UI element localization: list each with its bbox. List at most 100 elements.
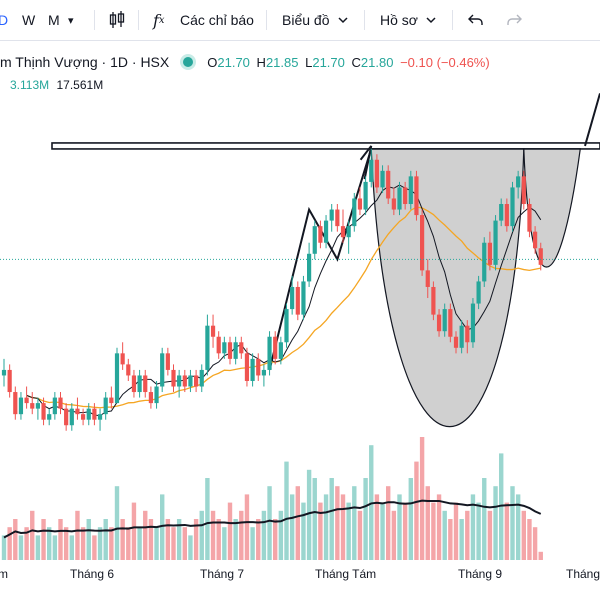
volume-bar: [30, 510, 35, 560]
candle: [41, 397, 46, 426]
volume-bar: [312, 478, 317, 560]
volume-bar: [499, 453, 504, 560]
candle: [414, 170, 419, 221]
candle: [35, 397, 40, 420]
candle: [205, 314, 210, 376]
volume-bar: [391, 510, 397, 560]
volume-bar: [131, 502, 137, 560]
candle: [69, 403, 74, 431]
candle: [527, 198, 532, 238]
volume-legend: 3.113M 17.561M: [10, 78, 103, 92]
interval-menu-chevron-icon[interactable]: ▾: [68, 14, 74, 27]
candle: [504, 198, 509, 232]
volume-bar: [210, 510, 216, 560]
volume-bar: [436, 494, 442, 560]
candle: [52, 392, 57, 420]
volume-bar: [323, 494, 329, 560]
candle: [58, 392, 63, 415]
volume-bar: [369, 445, 374, 560]
candle: [222, 336, 227, 359]
candle: [97, 408, 103, 431]
candle: [210, 314, 216, 348]
candle: [335, 204, 340, 232]
candle: [476, 275, 481, 310]
redo-icon[interactable]: [506, 0, 522, 40]
candle: [420, 209, 425, 276]
volume-bar: [80, 527, 86, 560]
candle: [499, 198, 504, 227]
candle: [307, 242, 312, 287]
volume-bar: [52, 535, 58, 560]
volume-bar: [442, 510, 447, 560]
x-tick-label: Tháng 9: [458, 567, 502, 581]
profile-chevron-down-icon[interactable]: [426, 0, 436, 40]
candle: [261, 364, 266, 387]
volume-bars: [1, 437, 543, 560]
volume-bar: [92, 535, 97, 560]
candle: [312, 220, 317, 260]
volume-bar: [222, 527, 227, 560]
time-axis: m Tháng 6 Tháng 7 Tháng Tám Tháng 9 Tháng: [0, 258, 600, 581]
candle: [448, 303, 453, 343]
volume-bar: [419, 437, 425, 560]
candle: [436, 309, 442, 337]
candle: [143, 369, 148, 398]
candle: [493, 215, 498, 271]
volume-bar: [408, 478, 413, 560]
candle: [465, 320, 470, 354]
volume-bar: [58, 519, 63, 560]
volume-bar: [256, 519, 261, 560]
chevron-down-icon[interactable]: [338, 0, 348, 40]
candle: [114, 347, 120, 404]
volume-bar: [301, 502, 306, 560]
candle: [357, 187, 363, 216]
interval-m-button[interactable]: M: [48, 12, 60, 28]
candles-icon[interactable]: [108, 0, 126, 40]
undo-icon[interactable]: [468, 0, 484, 40]
volume-bar: [306, 469, 312, 560]
volume-bar: [273, 519, 278, 560]
profile-button[interactable]: Hồ sơ: [380, 12, 418, 28]
volume-bar: [318, 502, 323, 560]
candle: [126, 358, 131, 381]
volume-bar: [510, 486, 515, 560]
candle: [295, 281, 300, 321]
volume-bar: [357, 510, 363, 560]
volume-bar: [340, 494, 346, 560]
volume-ma-value: 17.561M: [56, 78, 104, 92]
candle: [109, 386, 114, 409]
arrow-head: [359, 145, 373, 180]
volume-bar: [176, 519, 182, 560]
candle: [391, 187, 396, 216]
chart-type-button[interactable]: Biểu đồ: [282, 12, 330, 28]
candle: [301, 275, 306, 321]
volume-bar: [267, 486, 272, 560]
ma-short-line: [26, 184, 542, 417]
candle: [369, 148, 374, 188]
candle: [318, 220, 323, 249]
volume-bar: [41, 519, 46, 560]
volume-bar: [227, 502, 233, 560]
volume-bar: [148, 519, 154, 560]
candle: [30, 392, 35, 415]
candle: [160, 347, 165, 393]
volume-bar: [397, 494, 402, 560]
candle: [459, 320, 464, 354]
volume-bar: [532, 527, 538, 560]
volume-bar: [13, 519, 18, 560]
candle: [340, 209, 346, 243]
candle: [244, 347, 250, 387]
candle: [256, 353, 261, 381]
indicators-button[interactable]: Các chỉ báo: [180, 12, 254, 28]
candle: [239, 336, 244, 359]
volume-bar: [386, 486, 391, 560]
candle: [81, 408, 86, 426]
interval-d-button[interactable]: D: [0, 12, 9, 28]
volume-bar: [120, 519, 125, 560]
ohlc-readout: O21.70 H21.85 L21.70 C21.80 −0.10 (−0.46…: [207, 54, 490, 70]
interval-w-button[interactable]: W: [22, 12, 36, 28]
candle: [323, 215, 329, 249]
symbol-title[interactable]: m Thịnh Vượng · 1D · HSX: [0, 54, 170, 70]
